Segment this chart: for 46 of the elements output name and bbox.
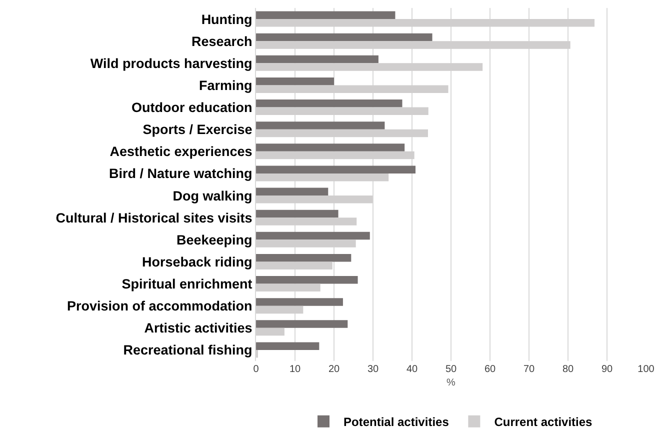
bar [256,232,370,240]
x-tick-label: 60 [484,364,496,375]
x-tick-label: 20 [328,364,340,375]
x-tick-label: 90 [601,364,613,375]
x-tick-label: 50 [445,364,457,375]
y-tick-label: Provision of accommodation [67,298,252,314]
y-tick-label: Cultural / Historical sites visits [56,210,252,226]
bar [256,188,328,196]
y-tick-label: Beekeeping [176,232,252,248]
bar [256,254,352,262]
bar [256,298,343,306]
y-tick-label: Aesthetic experiences [110,144,252,160]
y-tick-label: Horseback riding [142,254,252,270]
bar [256,100,402,108]
x-tick-label: 100 [638,364,655,375]
y-tick-label: Hunting [201,12,252,27]
y-tick-label: Research [192,34,252,49]
x-tick-label: 40 [406,364,418,375]
legend-label: Potential activities [344,415,450,430]
y-tick-label: Sports / Exercise [142,122,253,138]
bar [256,11,396,20]
bar [256,33,432,42]
y-tick-label: Dog walking [172,188,252,204]
legend-label: Current activities [494,415,593,430]
bar [256,320,348,328]
bar [256,276,358,284]
x-axis-title: % [446,378,456,388]
y-tick-label: Bird / Nature watching [109,166,252,182]
x-tick-label: 30 [367,364,379,375]
x-tick-label: 0 [253,364,260,375]
y-tick-label: Recreational fishing [123,342,252,358]
x-tick-label: 10 [289,364,301,375]
bar [256,78,334,86]
y-tick-label: Spiritual enrichment [122,276,253,292]
bar [256,342,320,350]
y-tick-label: Outdoor education [132,100,252,116]
bar [256,166,416,174]
bar [256,210,338,218]
y-tick-label: Artistic activities [144,320,252,336]
y-tick-label: Farming [199,78,252,93]
bar [256,55,378,64]
x-tick-label: 80 [562,364,574,375]
x-tick-label: 70 [523,364,535,375]
bar [256,122,385,130]
y-tick-label: Wild products harvesting [90,56,252,71]
bar [256,144,405,152]
